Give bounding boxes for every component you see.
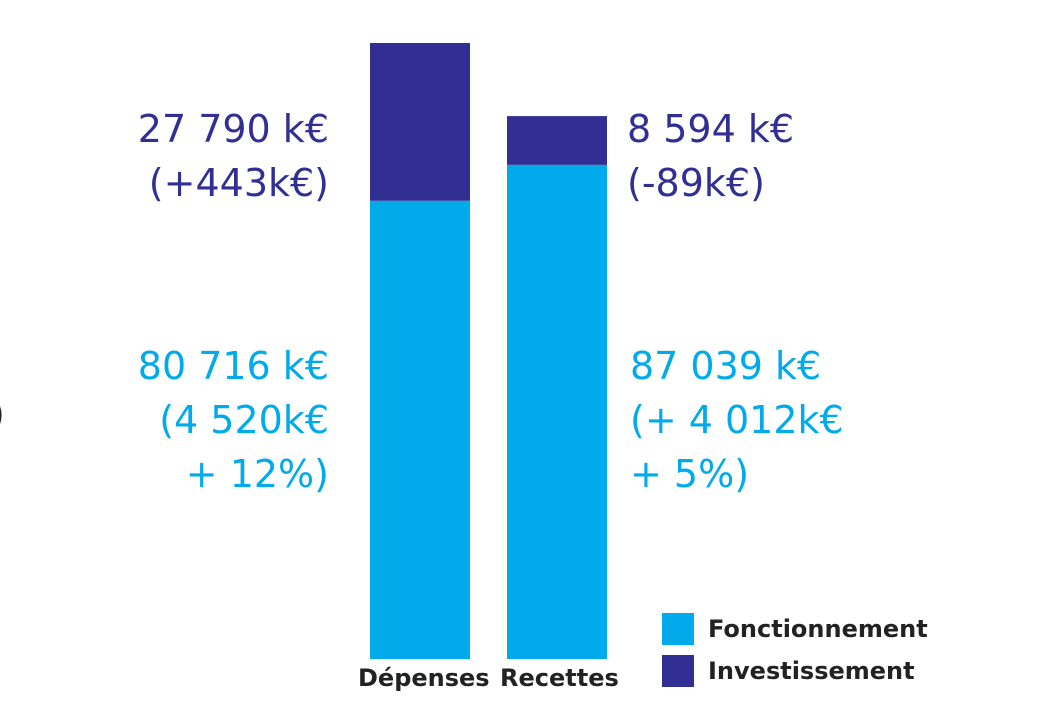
label-depenses-fonctionnement-change: (4 520k€ [159, 398, 329, 442]
category-label-depenses: Dépenses [358, 664, 490, 692]
label-depenses-investissement: 27 790 k€ (+443k€) [138, 102, 329, 210]
label-depenses-fonctionnement: 80 716 k€ (4 520k€ + 12%) [138, 339, 329, 501]
label-recettes-investissement: 8 594 k€ (-89k€) [627, 102, 794, 210]
label-recettes-investissement-change: (-89k€) [627, 161, 765, 205]
label-depenses-investissement-change: (+443k€) [148, 161, 329, 205]
bar-depenses-investissement [370, 43, 470, 201]
bar-depenses-fonctionnement [370, 200, 470, 659]
category-label-recettes: Recettes [500, 664, 619, 692]
bar-recettes-fonctionnement [507, 164, 607, 659]
legend-label-fonctionnement: Fonctionnement [708, 615, 928, 643]
label-depenses-fonctionnement-percent: + 12%) [185, 452, 329, 496]
legend-item-investissement: Investissement [662, 654, 915, 688]
legend-label-investissement: Investissement [708, 657, 915, 685]
legend-item-fonctionnement: Fonctionnement [662, 612, 928, 646]
label-recettes-investissement-amount: 8 594 k€ [627, 107, 795, 151]
cropped-text-fragment: ) [0, 392, 5, 436]
label-recettes-fonctionnement-amount: 87 039 k€ [630, 344, 822, 388]
label-recettes-fonctionnement: 87 039 k€ (+ 4 012k€ + 5%) [630, 339, 844, 501]
label-recettes-fonctionnement-change: (+ 4 012k€ [630, 398, 844, 442]
legend-swatch-investissement [662, 655, 694, 687]
bar-recettes-investissement [507, 116, 607, 165]
label-recettes-fonctionnement-percent: + 5%) [630, 452, 750, 496]
label-depenses-investissement-amount: 27 790 k€ [137, 107, 329, 151]
label-depenses-fonctionnement-amount: 80 716 k€ [137, 344, 329, 388]
legend-swatch-fonctionnement [662, 613, 694, 645]
